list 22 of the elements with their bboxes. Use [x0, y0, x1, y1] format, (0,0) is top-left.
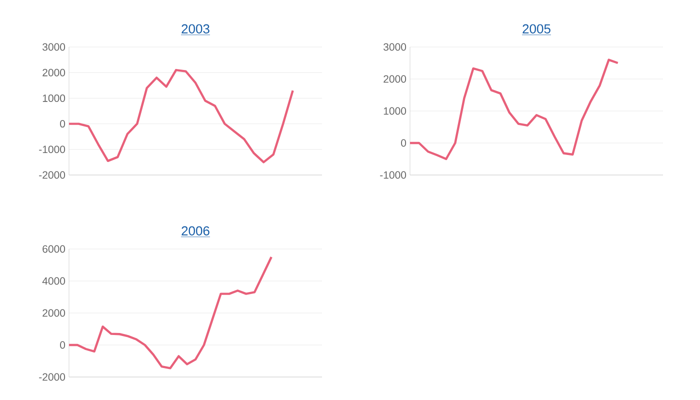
y-tick-label: 1000	[42, 94, 66, 102]
y-tick-label: 2000	[42, 68, 66, 76]
chart-title: 2006	[182, 226, 210, 236]
line-series	[68, 68, 294, 164]
y-tick-label: 3000	[42, 43, 66, 51]
chart-title: 2003	[182, 24, 210, 34]
y-tick-label: -1000	[39, 146, 66, 154]
y-tick-label: -2000	[39, 373, 66, 381]
y-tick-label: -2000	[39, 171, 66, 179]
y-tick-label: 2000	[42, 309, 66, 317]
line-series	[68, 256, 273, 370]
y-tick-label: 6000	[42, 245, 66, 253]
y-tick-label: 2000	[384, 75, 406, 83]
y-tick-label: 3000	[384, 43, 406, 51]
y-tick-label: 0	[401, 139, 406, 147]
y-tick-label: 1000	[384, 107, 406, 115]
chart-title: 2005	[522, 24, 550, 34]
line-series	[408, 58, 619, 160]
y-tick-label: 0	[60, 341, 66, 349]
y-tick-label: 0	[60, 120, 66, 128]
y-tick-label: 4000	[42, 277, 66, 285]
y-tick-label: -1000	[380, 171, 406, 179]
